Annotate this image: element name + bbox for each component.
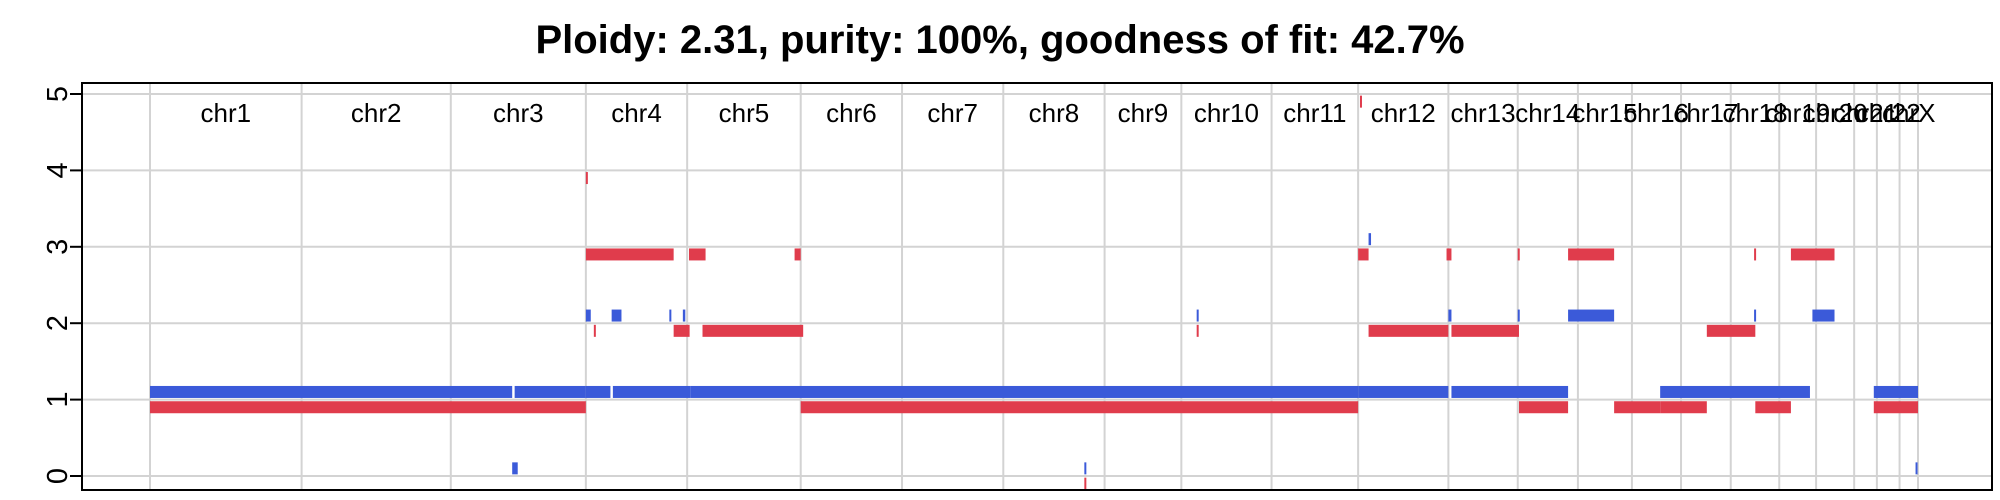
chart-title: Ploidy: 2.31, purity: 100%, goodness of … <box>535 18 1465 62</box>
chromosome-label: chr3 <box>493 98 544 128</box>
major-segment <box>1754 248 1757 261</box>
major-segment <box>1614 401 1661 414</box>
minor-segment <box>1517 309 1520 322</box>
major-segment <box>1873 401 1918 414</box>
major-segment <box>1660 401 1707 414</box>
chromosome-label: chr4 <box>611 98 662 128</box>
chromosome-label: chr16 <box>1624 98 1689 128</box>
y-tick-label: 2 <box>42 315 74 331</box>
minor-segment <box>1812 309 1835 322</box>
chromosome-label: chr12 <box>1371 98 1436 128</box>
major-segment <box>1196 324 1199 337</box>
minor-segment <box>1368 233 1372 246</box>
chromosome-label: chr7 <box>927 98 978 128</box>
grid-lines <box>82 83 1992 490</box>
major-segment <box>1790 248 1835 261</box>
major-segment <box>702 324 804 337</box>
major-segment <box>1446 248 1452 261</box>
segments <box>150 95 1918 490</box>
minor-segment <box>150 385 513 398</box>
minor-segment <box>1660 385 1810 398</box>
minor-segment <box>512 462 518 475</box>
y-tick-label: 3 <box>42 239 74 255</box>
chromosome-label: chr18 <box>1722 98 1787 128</box>
minor-segment <box>1873 385 1918 398</box>
chromosome-label: chr15 <box>1572 98 1637 128</box>
chromosome-label: chr14 <box>1515 98 1580 128</box>
minor-segment <box>669 309 672 322</box>
major-segment <box>585 172 588 185</box>
major-copy-series <box>150 95 1918 490</box>
y-tick-label: 0 <box>42 468 74 484</box>
chromosome-label: chr19 <box>1765 98 1830 128</box>
minor-segment <box>1196 309 1199 322</box>
chromosome-label: chr17 <box>1673 98 1738 128</box>
major-segment <box>593 324 596 337</box>
major-segment <box>688 248 706 261</box>
major-segment <box>1755 401 1791 414</box>
chromosome-label: chr5 <box>719 98 770 128</box>
minor-segment <box>1358 385 1449 398</box>
minor-segment <box>682 309 686 322</box>
chromosome-label: chrX <box>1882 98 1935 128</box>
chromosome-label: chr8 <box>1029 98 1080 128</box>
chromosome-label: chr1 <box>201 98 252 128</box>
chromosome-label: chr9 <box>1118 98 1169 128</box>
minor-segment <box>1451 385 1569 398</box>
y-tick-label: 5 <box>42 86 74 102</box>
major-segment <box>794 248 801 261</box>
minor-segment <box>611 309 622 322</box>
major-segment <box>1517 248 1520 261</box>
plot-frame <box>81 82 1993 491</box>
minor-segment <box>612 385 691 398</box>
minor-segment <box>1754 309 1757 322</box>
major-segment <box>1084 477 1087 490</box>
chromosome-label: chr11 <box>1283 98 1346 128</box>
major-segment <box>1518 401 1569 414</box>
major-segment <box>1359 95 1362 108</box>
major-segment <box>1568 248 1615 261</box>
minor-segment <box>514 385 586 398</box>
minor-segment <box>1568 309 1615 322</box>
y-tick-label: 4 <box>42 162 74 178</box>
y-tick-label: 1 <box>42 392 74 408</box>
chromosome-label: chr21 <box>1833 98 1898 128</box>
chromosome-label: chr22 <box>1856 98 1921 128</box>
chromosome-label: chr20 <box>1803 98 1868 128</box>
minor-copy-series <box>150 233 1918 475</box>
minor-segment <box>690 385 1359 398</box>
minor-segment <box>1084 462 1087 475</box>
y-axis: 0 1 2 3 4 5 <box>42 86 82 484</box>
major-segment <box>673 324 690 337</box>
minor-segment <box>585 385 611 398</box>
minor-segment <box>585 309 591 322</box>
chromosome-label: chr2 <box>351 98 402 128</box>
minor-segment <box>1448 309 1452 322</box>
major-segment <box>1368 324 1449 337</box>
major-segment <box>150 401 586 414</box>
major-segment <box>585 248 674 261</box>
minor-segment <box>1915 462 1918 475</box>
major-segment <box>800 401 1359 414</box>
chromosome-labels: chr1 chr2 chr3 chr4 chr5 chr6 chr7 chr8 chr9 chr1… <box>201 98 1936 128</box>
major-segment <box>1706 324 1756 337</box>
major-segment <box>1451 324 1519 337</box>
chromosome-label: chr13 <box>1451 98 1516 128</box>
major-segment <box>1358 248 1369 261</box>
chromosome-label: chr6 <box>826 98 877 128</box>
chromosome-label: chr10 <box>1194 98 1259 128</box>
